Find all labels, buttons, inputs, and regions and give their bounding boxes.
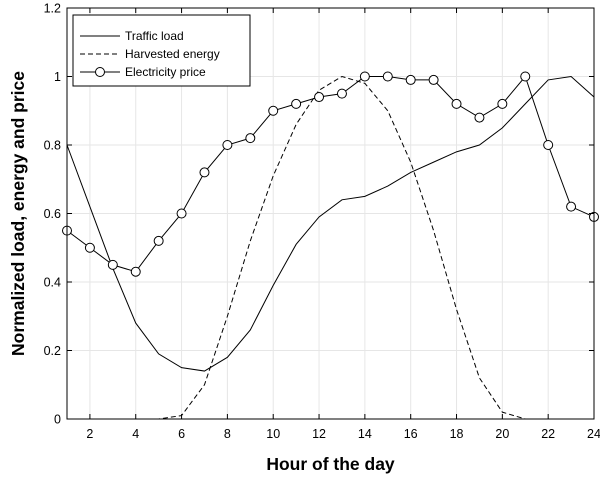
electricity-price-marker [268, 105, 279, 116]
series-layer [62, 71, 599, 420]
legend-marker-electricity-price [95, 67, 105, 77]
electricity-price-marker [199, 167, 210, 178]
electricity-price-line [66, 75, 595, 273]
electricity-price-marker [245, 133, 256, 144]
harvested-energy-line [67, 75, 594, 420]
electricity-price-marker [520, 71, 531, 82]
traffic-load-line [66, 75, 595, 372]
electricity-price-marker [428, 74, 439, 85]
y-tick-label: 1.2 [44, 2, 61, 16]
electricity-price-marker [451, 98, 462, 109]
y-axis-title: Normalized load, energy and price [8, 71, 28, 356]
y-tick-label: 0.2 [44, 344, 61, 358]
x-tick-label: 16 [404, 427, 418, 441]
x-tick-label: 14 [358, 427, 372, 441]
electricity-price-marker [314, 92, 325, 103]
legend-label-electricity-price: Electricity price [125, 65, 206, 79]
electricity-price-marker [497, 98, 508, 109]
electricity-price-marker [84, 242, 95, 253]
x-axis-title: Hour of the day [266, 454, 395, 474]
electricity-price-marker [359, 71, 370, 82]
legend-label-harvested-energy: Harvested energy [125, 47, 220, 61]
x-tick-label: 4 [132, 427, 139, 441]
x-tick-label: 8 [224, 427, 231, 441]
legend-label-traffic-load: Traffic load [125, 29, 184, 43]
y-tick-label: 1 [54, 70, 61, 84]
y-tick-label: 0.6 [44, 207, 61, 221]
electricity-price-marker [336, 88, 347, 99]
electricity-price-marker [474, 112, 485, 123]
x-tick-label: 18 [450, 427, 464, 441]
electricity-price-marker [291, 98, 302, 109]
electricity-price-marker [382, 71, 393, 82]
electricity-price-marker [566, 201, 577, 212]
electricity-price-marker [153, 235, 164, 246]
electricity-price-marker [107, 259, 118, 270]
x-tick-label: 6 [178, 427, 185, 441]
x-tick-label: 2 [86, 427, 93, 441]
x-tick-label: 22 [541, 427, 555, 441]
y-tick-label: 0 [54, 413, 61, 427]
electricity-price-marker [405, 74, 416, 85]
x-tick-label: 24 [587, 427, 600, 441]
legend: Traffic load Harvested energy Electricity … [72, 14, 251, 87]
electricity-price-marker [222, 140, 233, 150]
electricity-price-marker [176, 208, 187, 219]
y-tick-label: 0.8 [44, 139, 61, 153]
x-tick-label: 20 [495, 427, 509, 441]
electricity-price-marker [543, 140, 554, 150]
x-tick-label: 12 [312, 427, 326, 441]
electricity-price-marker [130, 266, 141, 277]
y-tick-label: 0.4 [44, 276, 61, 290]
x-tick-label: 10 [266, 427, 280, 441]
